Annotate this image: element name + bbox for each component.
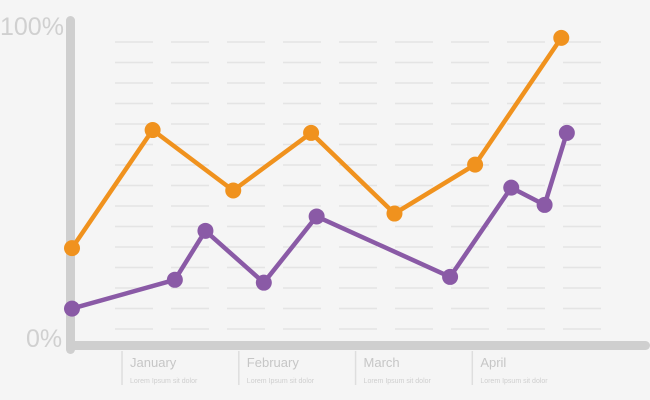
series-1-point-8 [558, 124, 575, 141]
x-tick-label-1: February [247, 355, 300, 370]
series-1-point-2 [197, 222, 214, 239]
x-tick-caption-2: Lorem Ipsum sit dolor [364, 378, 432, 385]
series-0-point-1 [144, 122, 161, 139]
series-0-point-2 [225, 182, 242, 199]
x-tick-caption-1: Lorem Ipsum sit dolor [247, 378, 315, 385]
x-tick-label-0: January [130, 355, 177, 370]
x-axis-line [66, 341, 650, 350]
x-tick-caption-3: Lorem Ipsum sit dolor [480, 378, 548, 385]
series-1-point-3 [255, 274, 272, 291]
series-1-point-1 [166, 271, 183, 288]
x-axis-categories: January Lorem Ipsum sit dolor February Lore… [121, 351, 548, 385]
series-0-point-3 [303, 124, 320, 141]
series-1-point-0 [64, 300, 80, 317]
series-0-point-0 [64, 240, 80, 257]
series-1-point-6 [503, 179, 520, 196]
y-axis-line [66, 16, 75, 354]
y-tick-label-bottom: 0% [26, 325, 62, 353]
y-tick-label-top: 100% [0, 13, 64, 41]
series-1-point-4 [308, 208, 325, 225]
series-1-point-5 [442, 268, 459, 285]
series-0-point-6 [553, 29, 570, 46]
series-1-point-7 [536, 196, 553, 213]
series-0-point-5 [467, 156, 484, 173]
series [64, 29, 575, 317]
x-tick-caption-0: Lorem Ipsum sit dolor [130, 378, 198, 385]
x-tick-label-2: March [364, 355, 400, 370]
x-tick-label-3: April [480, 355, 506, 370]
series-0-point-4 [386, 205, 403, 222]
